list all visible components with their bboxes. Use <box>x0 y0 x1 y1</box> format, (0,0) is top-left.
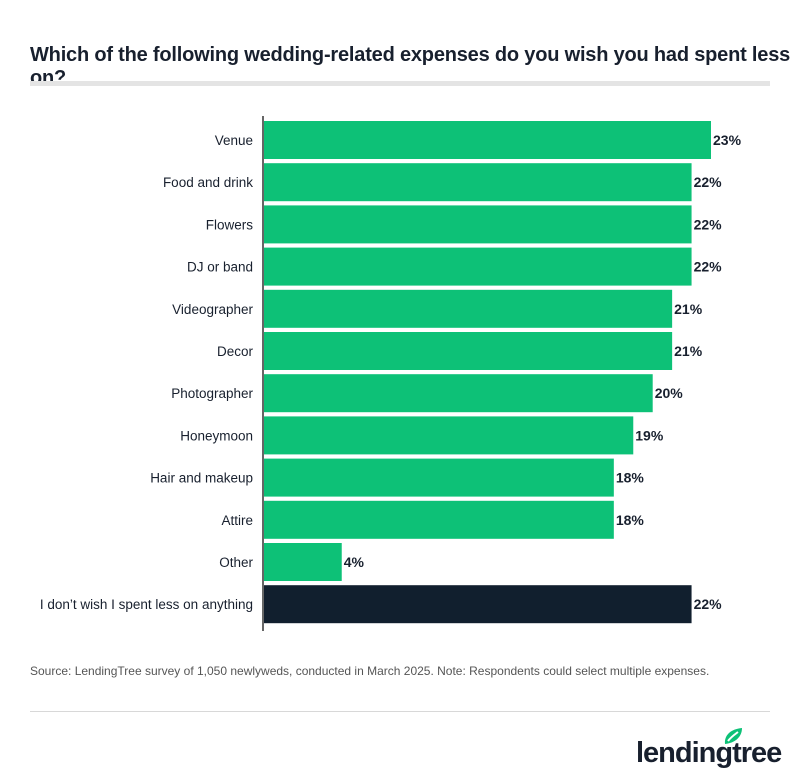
value-label: 22% <box>694 259 723 275</box>
category-label: Food and drink <box>163 175 253 190</box>
bar <box>264 416 634 455</box>
value-label: 21% <box>674 343 703 359</box>
category-label: DJ or band <box>187 260 253 275</box>
category-label: Flowers <box>206 217 254 232</box>
value-label: 22% <box>694 216 723 232</box>
value-label: 21% <box>674 301 703 317</box>
bar <box>264 247 692 286</box>
category-label: Decor <box>217 344 254 359</box>
lendingtree-logo: lendingtree <box>636 727 782 772</box>
category-label: I don’t wish I spent less on anything <box>40 597 253 612</box>
bar <box>264 500 614 539</box>
bar <box>264 205 692 244</box>
value-label: 18% <box>616 512 645 528</box>
bar <box>264 289 673 328</box>
category-label: Honeymoon <box>180 428 253 443</box>
bar <box>264 332 673 370</box>
footer-divider <box>30 711 770 712</box>
category-label: Attire <box>221 513 253 528</box>
value-label: 19% <box>635 427 664 443</box>
bar-chart: Venue 23% Food and drink 22% Flowers 22% DJ or… <box>40 116 742 631</box>
category-label: Videographer <box>172 302 253 317</box>
value-label: 4% <box>344 554 365 570</box>
bar <box>264 121 711 159</box>
bar <box>264 458 614 497</box>
bar <box>264 374 653 413</box>
logo-text: lendingtree <box>636 737 782 769</box>
value-label: 22% <box>694 596 723 612</box>
value-label: 20% <box>655 385 684 401</box>
category-label: Photographer <box>171 386 253 401</box>
category-label: Other <box>219 555 253 570</box>
value-label: 23% <box>713 132 742 148</box>
value-label: 22% <box>694 174 723 190</box>
category-label: Venue <box>215 133 253 148</box>
title-divider <box>30 81 770 86</box>
source-note: Source: LendingTree survey of 1,050 newl… <box>30 664 710 678</box>
bar <box>264 163 692 202</box>
bar <box>264 585 692 624</box>
bar <box>264 543 342 581</box>
category-label: Hair and makeup <box>150 471 253 486</box>
value-label: 18% <box>616 470 645 486</box>
leaf-icon <box>724 728 742 744</box>
